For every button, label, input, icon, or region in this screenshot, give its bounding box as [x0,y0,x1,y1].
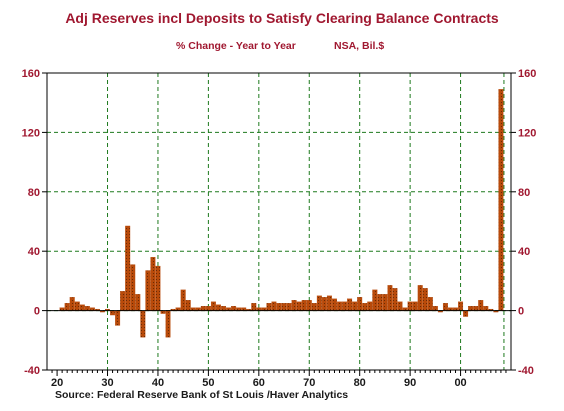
y-tick-label-left: 40 [28,246,40,258]
bar [271,301,277,311]
y-tick-label-right: 120 [518,127,536,139]
bar [69,297,75,311]
y-tick-label-right: 40 [518,246,530,258]
y-tick-label-left: 0 [34,306,40,318]
bar [498,89,504,311]
bar [342,301,348,311]
bar [321,297,327,311]
bar [276,303,282,311]
bar [130,264,136,311]
x-tick-label: 20 [51,377,63,389]
bar [155,265,161,311]
x-tick-label: 30 [101,377,113,389]
bar [286,303,292,311]
bar [281,303,287,311]
bar [412,301,418,311]
bar [427,297,433,311]
bar [205,305,211,311]
bar [64,303,70,311]
bar [140,310,146,338]
bar [387,285,393,311]
bar [473,305,479,311]
bar [392,288,398,311]
x-tick-label: 00 [454,377,466,389]
bar [337,301,342,311]
bar [458,301,464,311]
bar [180,289,186,311]
bar [377,294,383,311]
bar [306,300,312,311]
bar [301,300,307,311]
bar [347,298,353,311]
x-tick-label: 40 [152,377,164,389]
bar [357,297,363,311]
bar [120,291,126,311]
bar [463,310,469,317]
y-tick-label-left: 120 [22,127,40,139]
y-tick-label-right: -40 [518,365,534,377]
bar [291,300,297,311]
bar [332,298,337,311]
bar [352,301,358,311]
y-tick-label-left: -40 [24,365,40,377]
bar [478,300,484,311]
bar [110,310,116,316]
bar [407,301,413,311]
bar [216,304,221,311]
y-tick-label-right: 80 [518,187,530,199]
bar [468,305,474,311]
bar [422,288,428,311]
bar [316,295,322,311]
x-tick-label: 90 [404,377,416,389]
bar [382,294,388,311]
bar [145,270,151,311]
bar [125,225,131,311]
bar [221,305,226,311]
bar [185,300,191,311]
chart-subtitle-units: % Change - Year to Year [176,40,296,52]
bar [74,301,80,311]
bar [210,301,216,311]
bar [326,295,332,311]
bar-series [59,89,504,338]
bar [311,303,317,311]
bar [200,305,206,311]
bar [372,289,378,311]
bar [367,301,373,311]
bar [251,303,257,311]
x-tick-label: 60 [253,377,265,389]
bar [483,305,489,311]
x-tick-label: 50 [202,377,214,389]
bar [442,303,448,311]
axes [42,72,516,376]
source-note: Source: Federal Reserve Bank of St Louis… [55,389,349,401]
y-tick-label-right: 160 [518,68,536,80]
bar [397,301,403,311]
chart-subtitle-basis: NSA, Bil.$ [334,40,385,52]
bar [84,305,90,311]
bar [115,310,121,326]
bar [135,294,141,311]
y-tick-label-right: 0 [518,306,524,318]
bar [266,303,272,311]
x-tick-label: 80 [354,377,366,389]
bar [417,285,423,311]
bar [150,256,156,311]
bar [362,303,368,311]
y-tick-label-left: 160 [22,68,40,80]
x-tick-label: 70 [303,377,315,389]
bar [231,305,237,311]
bar [79,304,85,311]
bar [432,305,438,311]
y-tick-label-left: 80 [28,187,40,199]
chart-title: Adj Reserves incl Deposits to Satisfy Cl… [65,10,499,26]
bar [296,301,302,311]
bar [165,310,171,338]
